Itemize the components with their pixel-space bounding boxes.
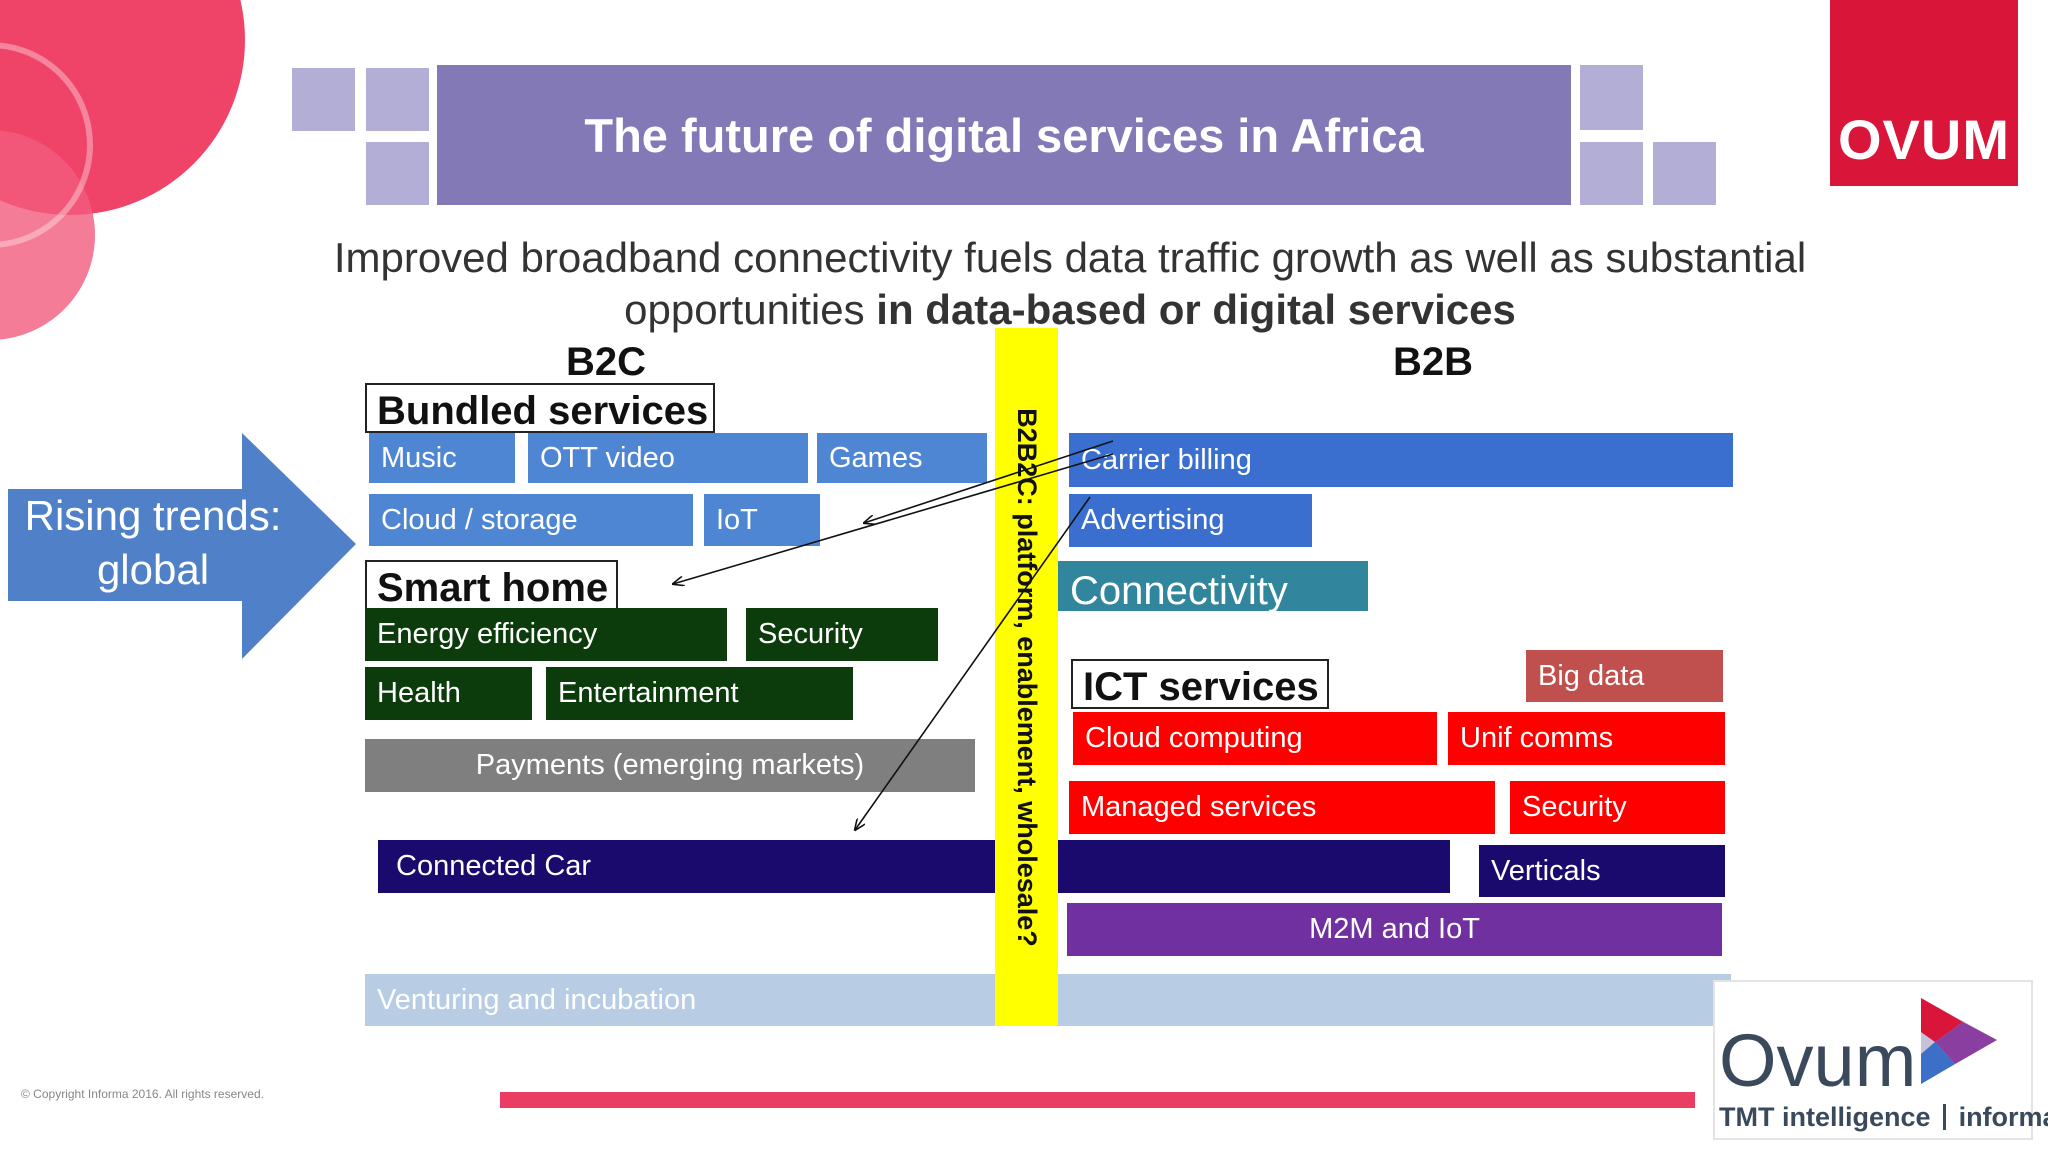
- m2m-iot-block: M2M and IoT: [1067, 903, 1722, 956]
- carrier-billing-block: Carrier billing: [1069, 433, 1733, 487]
- b2c-heading: B2C: [566, 340, 647, 384]
- health-block: Health: [365, 667, 532, 720]
- deco-square: [1580, 142, 1643, 205]
- tagline-divider: [1943, 1104, 1947, 1130]
- unif-comms-block: Unif comms: [1448, 712, 1725, 765]
- deco-square: [366, 68, 429, 131]
- ovum-logo-text: OVUM: [1838, 108, 2010, 171]
- cloud-storage-block: Cloud / storage: [369, 494, 693, 546]
- title-bar: The future of digital services in Africa: [437, 65, 1571, 205]
- ovum-tagline: TMT intelligence informa: [1719, 1102, 2048, 1133]
- verticals-block: Verticals: [1479, 845, 1725, 897]
- deco-square: [1580, 65, 1643, 130]
- payments-block: Payments (emerging markets): [365, 739, 975, 792]
- b2b-heading: B2B: [1393, 340, 1474, 384]
- games-block: Games: [817, 433, 987, 483]
- connected-car-block: Connected Car: [378, 840, 1450, 893]
- tagline-right: informa: [1958, 1102, 2048, 1132]
- music-block: Music: [369, 433, 515, 483]
- ict-security-block: Security: [1510, 781, 1725, 834]
- rising-trends-label: Rising trends: global: [8, 489, 298, 597]
- arrow-label-line1: Rising trends:: [24, 492, 282, 539]
- copyright: © Copyright Informa 2016. All rights res…: [21, 1087, 264, 1101]
- smart-home-heading: Smart home: [365, 560, 618, 610]
- deco-square: [292, 68, 355, 131]
- managed-services-block: Managed services: [1069, 781, 1495, 834]
- connectivity-block: Connectivity: [1058, 561, 1368, 611]
- big-data-block: Big data: [1526, 650, 1723, 702]
- slide-title: The future of digital services in Africa: [584, 108, 1424, 162]
- ict-services-heading: ICT services: [1071, 659, 1329, 709]
- ovum-wordmark: Ovum: [1719, 1019, 1917, 1102]
- advertising-block: Advertising: [1069, 494, 1312, 547]
- subtitle: Improved broadband connectivity fuels da…: [0, 232, 2048, 336]
- subtitle-plain: opportunities: [624, 286, 877, 333]
- arrow-label-line2: global: [96, 546, 210, 593]
- ovum-informa-logo: Ovum TMT intelligence informa: [1713, 980, 2048, 1140]
- cloud-computing-block: Cloud computing: [1073, 712, 1437, 765]
- iot-block: IoT: [704, 494, 820, 546]
- subtitle-bold: in data-based or digital services: [876, 286, 1516, 333]
- energy-efficiency-block: Energy efficiency: [365, 608, 727, 661]
- b2b2c-divider: B2B2C: platform, enablement, wholesale?: [995, 328, 1058, 1026]
- ott-video-block: OTT video: [528, 433, 808, 483]
- smart-home-security-block: Security: [746, 608, 938, 661]
- ovum-logo-red: OVUM: [1830, 0, 2018, 186]
- subtitle-line1: Improved broadband connectivity fuels da…: [333, 234, 1807, 281]
- decorative-circles: [0, 0, 245, 340]
- deco-square: [1653, 142, 1716, 205]
- accent-bar: [500, 1092, 1695, 1108]
- bundled-services-heading: Bundled services: [365, 383, 715, 433]
- entertainment-block: Entertainment: [546, 667, 853, 720]
- subtitle-line2: opportunities in data-based or digital s…: [0, 284, 2048, 336]
- rising-trends-arrow: [8, 433, 356, 659]
- tagline-left: TMT intelligence: [1719, 1102, 1931, 1132]
- ovum-play-icon: [1921, 998, 1997, 1084]
- deco-square: [366, 142, 429, 205]
